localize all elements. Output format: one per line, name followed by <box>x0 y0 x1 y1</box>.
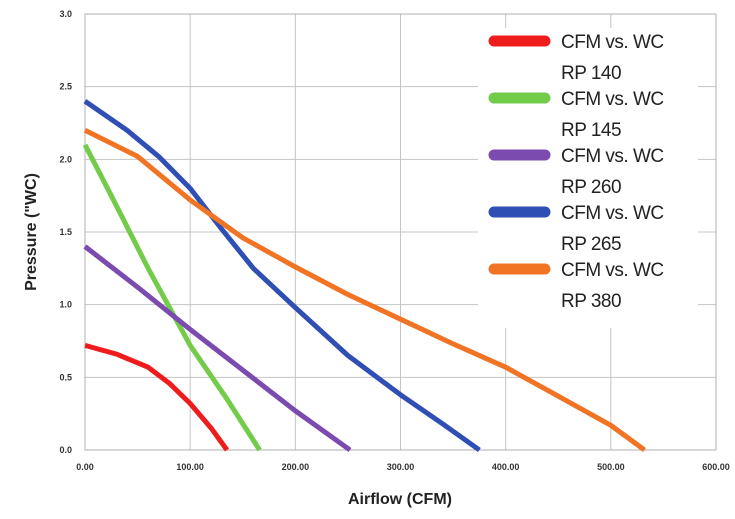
legend-sublabel-5: RP 380 <box>561 291 621 312</box>
legend-label-3: CFM vs. WC <box>561 146 664 167</box>
y-tick-label: 1.0 <box>59 300 72 310</box>
legend-label-4: CFM vs. WC <box>561 203 664 224</box>
x-tick-label: 100.00 <box>176 462 204 472</box>
legend-sublabel-4: RP 265 <box>561 234 621 255</box>
legend-label-1: CFM vs. WC <box>561 32 664 53</box>
legend-background <box>478 28 698 328</box>
series-line-2 <box>82 143 262 452</box>
legend-label-2: CFM vs. WC <box>561 89 664 110</box>
plot-border <box>84 13 717 451</box>
legend: CFM vs. WC RP 140 CFM vs. WC RP 145 CFM vs. … <box>478 28 698 328</box>
legend-sublabel-3: RP 260 <box>561 177 621 198</box>
y-tick-label: 2.0 <box>59 154 72 164</box>
x-axis-title: Airflow (CFM) <box>348 491 452 508</box>
y-tick-label: 2.5 <box>59 82 72 92</box>
series-line-4 <box>83 99 481 453</box>
x-tick-label: 300.00 <box>387 462 415 472</box>
x-tick-label: 0.00 <box>76 462 94 472</box>
x-tick-label: 600.00 <box>702 462 730 472</box>
x-tick-label: 200.00 <box>282 462 310 472</box>
legend-sublabel-2: RP 145 <box>561 120 621 141</box>
legend-sublabel-1: RP 140 <box>561 63 621 84</box>
y-tick-label: 0.0 <box>59 445 72 455</box>
legend-label-5: CFM vs. WC <box>561 260 664 281</box>
x-axis-ticks: 0.00 100.00 200.00 300.00 400.00 500.00 600.00 <box>76 462 730 472</box>
y-axis-ticks: 0.0 0.5 1.0 1.5 2.0 2.5 3.0 <box>59 9 72 455</box>
x-tick-label: 400.00 <box>492 462 520 472</box>
y-tick-label: 1.5 <box>59 227 72 237</box>
series-lines <box>82 99 646 453</box>
series-line-3 <box>83 244 352 453</box>
y-tick-label: 3.0 <box>59 9 72 19</box>
y-axis-title: Pressure ("WC) <box>23 173 40 291</box>
series-line-5 <box>83 128 646 453</box>
x-tick-label: 500.00 <box>597 462 625 472</box>
series-line-1 <box>84 342 230 452</box>
y-tick-label: 0.5 <box>59 372 72 382</box>
